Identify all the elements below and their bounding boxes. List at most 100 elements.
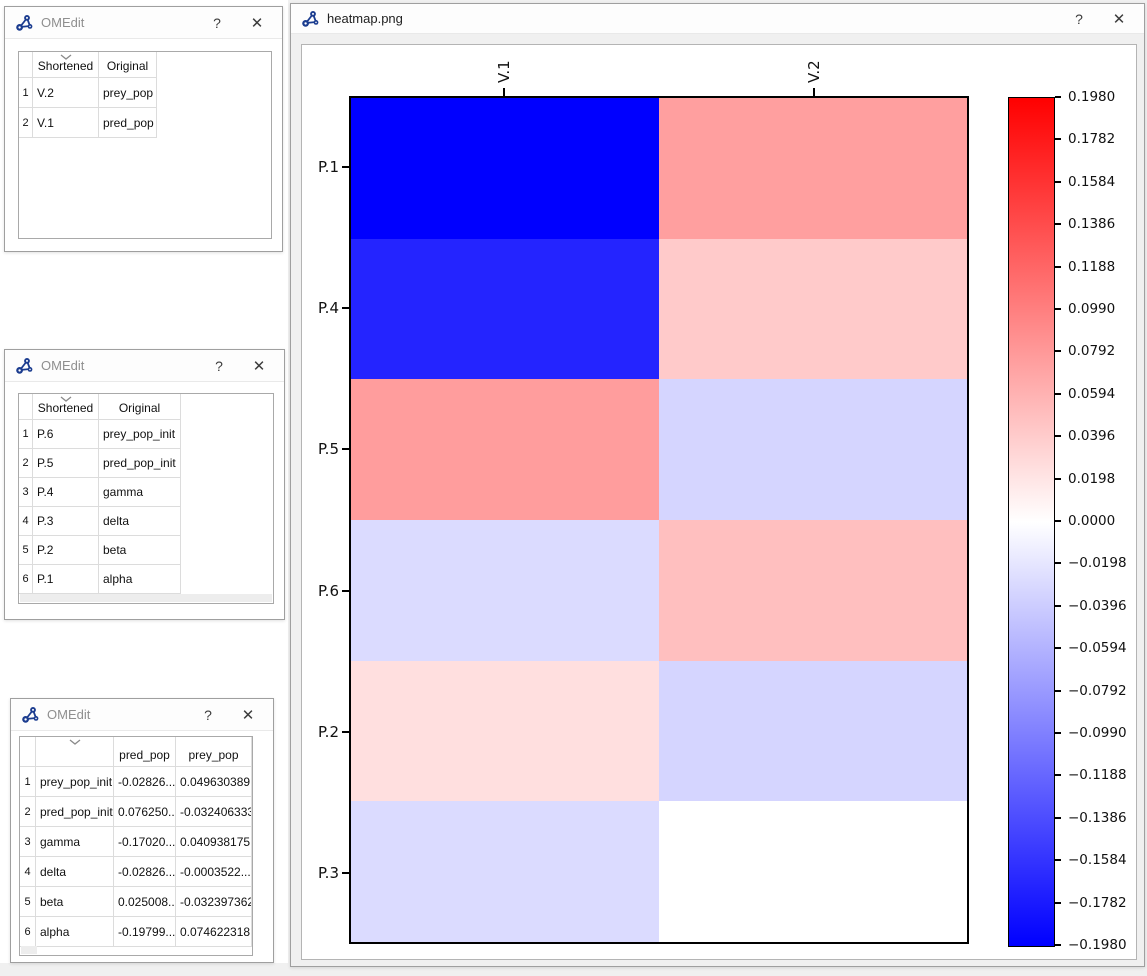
- column-header-pred-pop[interactable]: pred_pop: [114, 737, 176, 767]
- window-title: OMEdit: [47, 707, 91, 722]
- omedit-window-variables: OMEdit ? ✕ Shortened Original 1 V.2 prey…: [4, 6, 283, 252]
- table-cell[interactable]: delta: [36, 857, 114, 887]
- colorbar-tick-label: −0.1386: [1068, 809, 1127, 826]
- row-number[interactable]: 1: [19, 420, 33, 449]
- table-cell[interactable]: 0.025008...: [114, 887, 176, 917]
- sort-indicator-icon: [69, 739, 80, 745]
- row-header-corner[interactable]: [19, 52, 33, 78]
- titlebar[interactable]: heatmap.png ? ✕: [291, 4, 1144, 34]
- table-cell[interactable]: prey_pop_init: [99, 420, 181, 449]
- help-button[interactable]: ?: [204, 7, 230, 38]
- table-cell[interactable]: prey_pop: [99, 78, 157, 108]
- parameters-table: Shortened Original 1 P.6 prey_pop_init 2…: [18, 393, 274, 604]
- table-cell[interactable]: P.6: [33, 420, 99, 449]
- row-number[interactable]: 3: [19, 478, 33, 507]
- table-cell[interactable]: 0.076250...: [114, 797, 176, 827]
- help-button[interactable]: ?: [1066, 4, 1092, 33]
- table-cell[interactable]: pred_pop: [99, 108, 157, 138]
- table-cell[interactable]: V.1: [33, 108, 99, 138]
- table-row[interactable]: 5 P.2 beta: [19, 536, 273, 565]
- titlebar[interactable]: OMEdit ? ✕: [5, 350, 284, 382]
- row-number[interactable]: 1: [20, 767, 36, 797]
- table-cell[interactable]: P.5: [33, 449, 99, 478]
- titlebar[interactable]: OMEdit ? ✕: [5, 7, 282, 39]
- table-row[interactable]: 1 prey_pop_init -0.02826... 0.049630389: [20, 767, 252, 797]
- header-label: Shortened: [37, 401, 94, 415]
- table-cell[interactable]: -0.19799...: [114, 917, 176, 947]
- colorbar-tick-label: −0.0990: [1068, 725, 1127, 741]
- titlebar[interactable]: OMEdit ? ✕: [11, 699, 273, 731]
- column-header-shortened[interactable]: Shortened: [33, 394, 99, 420]
- table-cell[interactable]: 0.040938175: [176, 827, 252, 857]
- row-number[interactable]: 2: [19, 449, 33, 478]
- close-button[interactable]: ✕: [1106, 4, 1132, 33]
- row-number[interactable]: 1: [19, 78, 33, 108]
- table-cell[interactable]: -0.0003522...: [176, 857, 252, 887]
- table-row[interactable]: 1 V.2 prey_pop: [19, 78, 271, 108]
- table-cell[interactable]: -0.032397362: [176, 887, 252, 917]
- table-row[interactable]: 2 pred_pop_init 0.076250... -0.032406333: [20, 797, 252, 827]
- heatmap-cell-P.4-V.1: [351, 238, 659, 380]
- column-header-shortened[interactable]: Shortened: [33, 52, 99, 78]
- window-title: heatmap.png: [327, 11, 403, 26]
- row-number[interactable]: 2: [19, 108, 33, 138]
- row-number[interactable]: 3: [20, 827, 36, 857]
- row-number[interactable]: 6: [19, 565, 33, 594]
- row-number[interactable]: 2: [20, 797, 36, 827]
- table-cell[interactable]: beta: [99, 536, 181, 565]
- table-row[interactable]: 5 beta 0.025008... -0.032397362: [20, 887, 252, 917]
- column-header-original[interactable]: Original: [99, 52, 157, 78]
- help-button[interactable]: ?: [206, 350, 232, 381]
- table-cell[interactable]: P.4: [33, 478, 99, 507]
- table-cell[interactable]: alpha: [36, 917, 114, 947]
- row-number[interactable]: 4: [20, 857, 36, 887]
- table-cell[interactable]: alpha: [99, 565, 181, 594]
- row-number[interactable]: 6: [20, 917, 36, 947]
- table-row[interactable]: 6 alpha -0.19799... 0.074622318: [20, 917, 252, 947]
- table-row[interactable]: 2 P.5 pred_pop_init: [19, 449, 273, 478]
- table-cell[interactable]: P.1: [33, 565, 99, 594]
- table-cell[interactable]: gamma: [99, 478, 181, 507]
- table-cell[interactable]: pred_pop_init: [36, 797, 114, 827]
- colorbar-tick-label: −0.0396: [1068, 597, 1127, 614]
- table-cell[interactable]: beta: [36, 887, 114, 917]
- table-cell[interactable]: 0.049630389: [176, 767, 252, 797]
- column-header-original[interactable]: Original: [99, 394, 181, 420]
- table-cell[interactable]: delta: [99, 507, 181, 536]
- column-header-prey-pop[interactable]: prey_pop: [176, 737, 252, 767]
- table-row[interactable]: 2 V.1 pred_pop: [19, 108, 271, 138]
- row-number[interactable]: 5: [20, 887, 36, 917]
- close-button[interactable]: ✕: [244, 7, 270, 38]
- table-cell[interactable]: prey_pop_init: [36, 767, 114, 797]
- heatmap-content: P.1 P.4 P.5 P.6 P.2 P.3 V.1 V.2 0.1980 0.1782 0.15…: [291, 34, 1144, 966]
- table-cell[interactable]: P.2: [33, 536, 99, 565]
- table-cell[interactable]: pred_pop_init: [99, 449, 181, 478]
- table-cell[interactable]: gamma: [36, 827, 114, 857]
- colorbar-tick: [1055, 308, 1061, 310]
- table-cell[interactable]: -0.17020...: [114, 827, 176, 857]
- table-cell[interactable]: -0.02826...: [114, 857, 176, 887]
- table-cell[interactable]: -0.02826...: [114, 767, 176, 797]
- row-header-corner[interactable]: [19, 394, 33, 420]
- table-row[interactable]: 1 P.6 prey_pop_init: [19, 420, 273, 449]
- heatmap-figure: P.1 P.4 P.5 P.6 P.2 P.3 V.1 V.2 0.1980 0.1782 0.15…: [302, 45, 1136, 959]
- column-header-name[interactable]: [36, 737, 114, 767]
- colorbar-tick-label: −0.1782: [1068, 894, 1127, 911]
- header-label: Original: [106, 59, 149, 73]
- row-header-corner[interactable]: [20, 737, 36, 767]
- table-row[interactable]: 3 gamma -0.17020... 0.040938175: [20, 827, 252, 857]
- close-button[interactable]: ✕: [235, 699, 261, 730]
- table-row[interactable]: 4 P.3 delta: [19, 507, 273, 536]
- table-row[interactable]: 3 P.4 gamma: [19, 478, 273, 507]
- help-button[interactable]: ?: [195, 699, 221, 730]
- close-button[interactable]: ✕: [246, 350, 272, 381]
- table-cell[interactable]: 0.074622318: [176, 917, 252, 947]
- colorbar-tick-label: 0.1584: [1068, 173, 1116, 190]
- table-cell[interactable]: V.2: [33, 78, 99, 108]
- table-cell[interactable]: -0.032406333: [176, 797, 252, 827]
- table-row[interactable]: 4 delta -0.02826... -0.0003522...: [20, 857, 252, 887]
- table-cell[interactable]: P.3: [33, 507, 99, 536]
- row-number[interactable]: 5: [19, 536, 33, 565]
- table-row[interactable]: 6 P.1 alpha: [19, 565, 273, 594]
- row-number[interactable]: 4: [19, 507, 33, 536]
